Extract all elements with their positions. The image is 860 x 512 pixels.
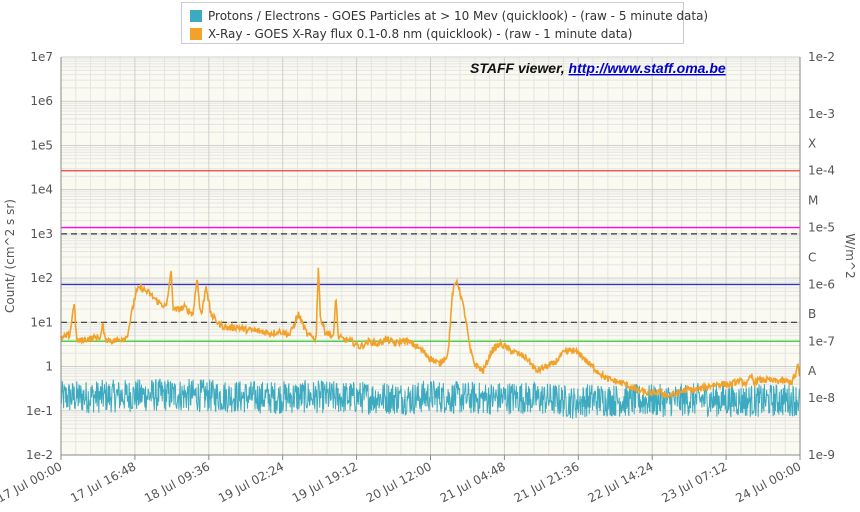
legend-swatch-protons (190, 10, 202, 22)
right-tick-label: 1e-2 (808, 50, 835, 64)
x-tick-label: 20 Jul 12:00 (364, 459, 434, 505)
left-tick-label: 1e1 (30, 315, 53, 329)
right-tick-label: 1e-4 (808, 164, 835, 178)
x-tick-label: 21 Jul 21:36 (512, 459, 582, 505)
legend-item-xray[interactable]: X-Ray - GOES X-Ray flux 0.1-0.8 nm (quic… (190, 25, 632, 43)
x-tick-label: 22 Jul 14:24 (585, 459, 655, 505)
left-tick-label: 1e3 (30, 227, 53, 241)
credit-link[interactable]: http://www.staff.oma.be (569, 60, 726, 76)
legend-label-protons: Protons / Electrons - GOES Particles at … (208, 9, 709, 23)
flare-class-label: M (808, 193, 818, 207)
left-tick-label: 1e2 (30, 271, 53, 285)
x-tick-label: 19 Jul 02:24 (216, 459, 286, 505)
right-axis-title: W/m^2 (843, 233, 857, 278)
credit-text: STAFF viewer, http://www.staff.oma.be (470, 60, 726, 76)
right-tick-label: 1e-8 (808, 391, 835, 405)
left-axis-title: Count/ (cm^2 s sr) (3, 199, 17, 313)
left-tick-label: 1e7 (30, 50, 53, 64)
x-tick-label: 18 Jul 09:36 (142, 459, 212, 505)
right-tick-label: 1e-9 (808, 448, 835, 462)
right-tick-label: 1e-5 (808, 221, 835, 235)
x-tick-label: 17 Jul 00:00 (0, 459, 64, 505)
x-tick-label: 21 Jul 04:48 (438, 459, 508, 505)
major-grid (60, 56, 801, 456)
x-tick-label: 24 Jul 00:00 (733, 459, 803, 505)
chart-legend: Protons / Electrons - GOES Particles at … (181, 2, 708, 44)
left-tick-label: 1 (45, 360, 53, 374)
series-protons-line (60, 378, 801, 419)
legend-label-xray: X-Ray - GOES X-Ray flux 0.1-0.8 nm (quic… (208, 27, 633, 41)
flare-class-label: A (808, 364, 817, 378)
legend-item-protons[interactable]: Protons / Electrons - GOES Particles at … (190, 7, 708, 25)
left-tick-label: 1e6 (30, 94, 53, 108)
credit-label: STAFF viewer, (470, 60, 569, 76)
right-tick-label: 1e-6 (808, 277, 835, 291)
x-tick-label: 19 Jul 19:12 (290, 459, 360, 505)
x-tick-label: 23 Jul 07:12 (659, 459, 729, 505)
legend-swatch-xray (190, 28, 202, 40)
left-tick-label: 1e4 (30, 183, 53, 197)
flare-class-label: X (808, 137, 816, 151)
flare-class-label: C (808, 250, 816, 264)
flare-class-label: B (808, 307, 816, 321)
left-tick-label: 1e-2 (26, 448, 53, 462)
right-tick-label: 1e-3 (808, 107, 835, 121)
left-tick-label: 1e5 (30, 138, 53, 152)
right-tick-label: 1e-7 (808, 334, 835, 348)
x-tick-label: 17 Jul 16:48 (68, 459, 138, 505)
left-tick-label: 1e-1 (26, 404, 53, 418)
series-xray-line (60, 267, 801, 400)
